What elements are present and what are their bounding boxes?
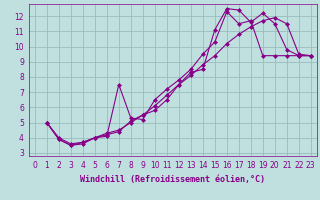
X-axis label: Windchill (Refroidissement éolien,°C): Windchill (Refroidissement éolien,°C) [80,175,265,184]
